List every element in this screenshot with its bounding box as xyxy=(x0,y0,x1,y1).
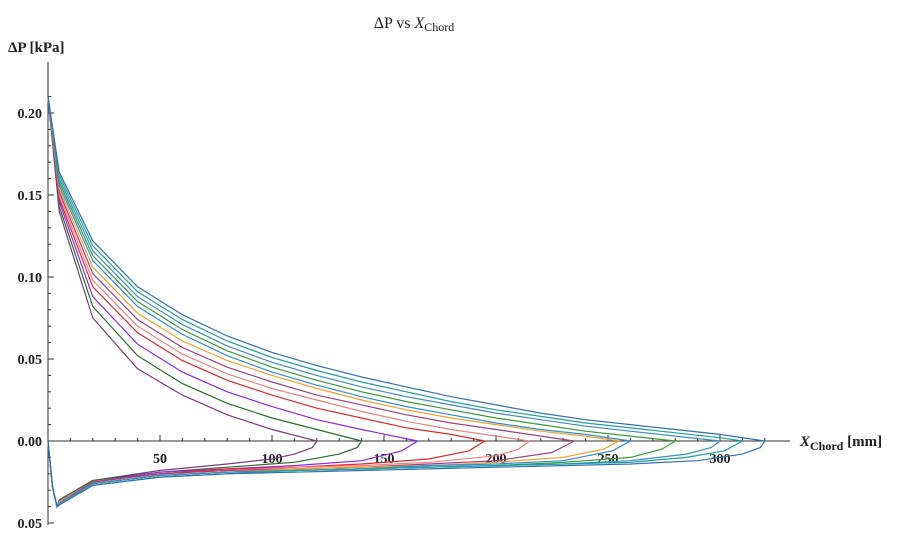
y-axis-label: ΔP [kPa] xyxy=(8,40,64,56)
series-line-chord-120 xyxy=(47,96,318,509)
y-tick-label: 0.00 xyxy=(18,435,43,450)
y-tick-label: 0.20 xyxy=(18,107,43,122)
series-line-chord-260 xyxy=(47,96,631,509)
series-line-chord-165 xyxy=(47,96,418,509)
x-tick-label: 300 xyxy=(710,452,731,467)
series-line-chord-310 xyxy=(47,96,743,508)
series-line-chord-320 xyxy=(47,96,766,508)
x-tick-label: 50 xyxy=(153,452,167,467)
y-tick-label: 0.15 xyxy=(18,189,43,204)
series-line-chord-255 xyxy=(47,96,620,509)
series-group xyxy=(47,96,766,509)
series-line-chord-280 xyxy=(47,96,676,509)
chart-title: ΔP vs XChord xyxy=(374,15,455,34)
y-tick-label: 0.05 xyxy=(18,353,43,368)
series-line-chord-300 xyxy=(47,96,721,509)
y-tick-label: 0.05 xyxy=(18,517,43,532)
y-tick-label: 0.10 xyxy=(18,271,43,286)
x-axis-label: XChord [mm] xyxy=(799,434,882,453)
